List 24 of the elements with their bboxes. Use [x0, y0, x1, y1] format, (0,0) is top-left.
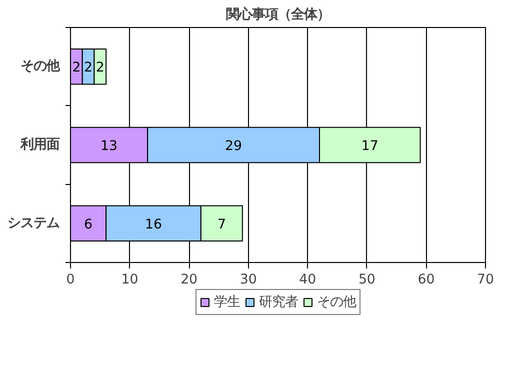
x-tick-label: 10 [121, 272, 138, 288]
data-label: 29 [225, 139, 242, 154]
data-label: 6 [84, 217, 93, 232]
legend-label: その他 [317, 294, 356, 311]
data-label: 13 [100, 139, 118, 154]
data-label: 7 [217, 217, 226, 232]
data-label: 17 [361, 139, 378, 154]
y-tick-label: システム [8, 216, 60, 231]
legend-label: 学生 [214, 294, 240, 311]
data-label: 16 [145, 217, 162, 232]
y-tick-label: 利用面 [20, 136, 60, 152]
x-tick-label: 30 [240, 272, 257, 288]
x-tick-label: 60 [418, 272, 435, 288]
x-tick-label: 70 [477, 272, 494, 288]
x-tick-label: 0 [66, 272, 75, 288]
data-label: 2 [72, 60, 81, 76]
chart-title: 関心事項（全体） [226, 6, 330, 22]
x-tick-label: 50 [358, 272, 376, 288]
x-tick-label: 20 [180, 272, 198, 288]
data-label: 2 [84, 60, 93, 76]
data-label: 2 [96, 60, 104, 76]
legend-label: 研究者 [259, 294, 298, 311]
x-tick-label: 40 [299, 272, 316, 288]
y-tick-label: その他 [20, 59, 60, 74]
